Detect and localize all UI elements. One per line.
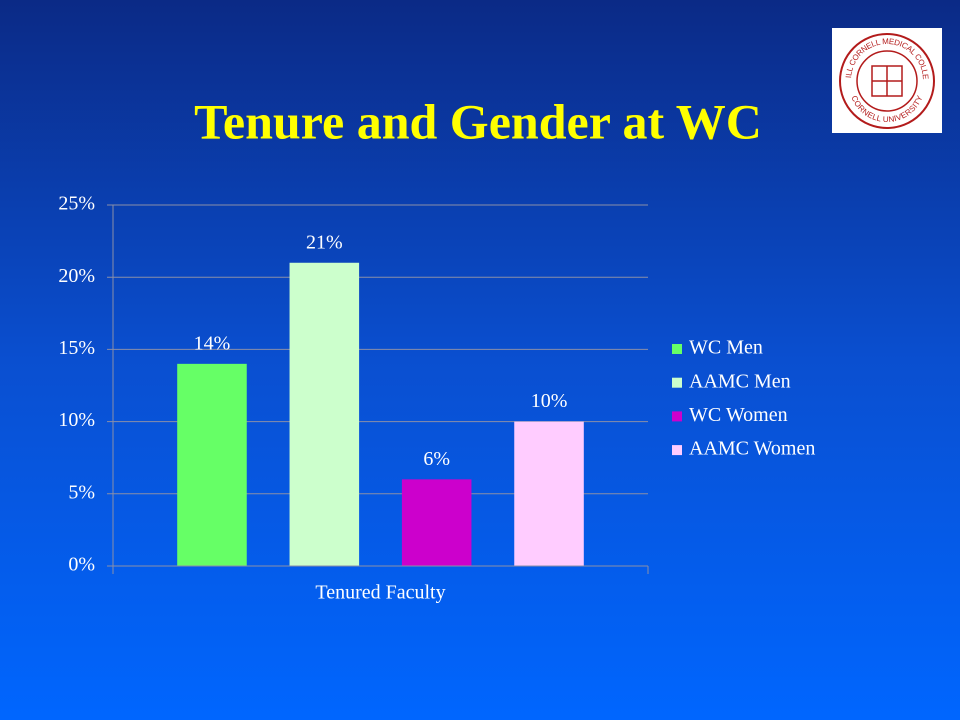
y-tick-label: 5% bbox=[68, 481, 95, 503]
y-tick-label: 10% bbox=[58, 409, 95, 431]
bar bbox=[401, 479, 472, 566]
x-tick-label: Tenured Faculty bbox=[315, 582, 445, 604]
chart-title: Tenure and Gender at WC bbox=[194, 93, 762, 149]
bar bbox=[289, 262, 360, 566]
legend-swatch bbox=[672, 377, 682, 388]
logo-ring bbox=[856, 50, 918, 112]
legend-swatch bbox=[672, 445, 682, 456]
logo-ring bbox=[839, 33, 935, 129]
y-tick-label: 0% bbox=[68, 554, 95, 576]
y-tick-label: 25% bbox=[58, 193, 95, 215]
legend-swatch bbox=[672, 344, 682, 354]
legend-label: WC Men bbox=[689, 337, 763, 359]
legend-label: AAMC Women bbox=[689, 438, 815, 460]
bar bbox=[177, 363, 247, 566]
legend-swatch bbox=[672, 411, 682, 422]
y-tick-label: 20% bbox=[58, 265, 95, 287]
legend-label: WC Women bbox=[689, 404, 788, 426]
data-label: 14% bbox=[194, 332, 231, 354]
data-label: 21% bbox=[306, 231, 343, 253]
y-tick-label: 15% bbox=[58, 337, 95, 359]
bar bbox=[514, 421, 584, 566]
data-label: 10% bbox=[531, 390, 568, 412]
legend-label: AAMC Men bbox=[689, 370, 791, 392]
data-label: 6% bbox=[423, 448, 450, 470]
